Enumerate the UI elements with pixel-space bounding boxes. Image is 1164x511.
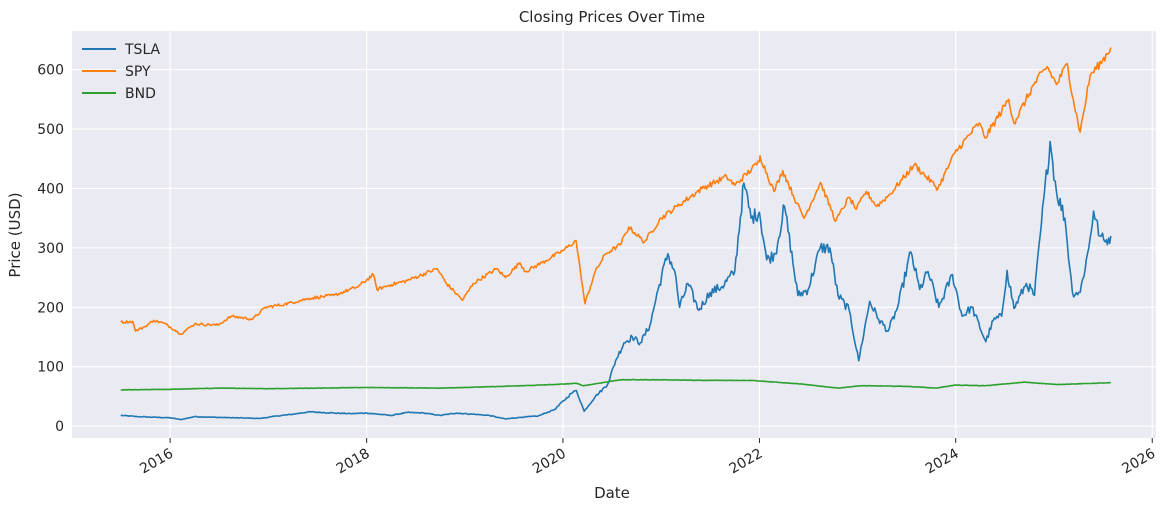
legend-label-tsla: TSLA [124, 42, 161, 58]
y-tick-label: 300 [37, 241, 64, 257]
y-tick-label: 0 [55, 419, 64, 435]
x-tick-label: 2026 [1119, 446, 1158, 478]
y-tick-label: 500 [37, 122, 64, 138]
y-tick-label: 100 [37, 360, 64, 376]
plot-area [72, 31, 1156, 438]
series-line-spy [120, 47, 1112, 336]
legend-label-spy: SPY [125, 64, 151, 80]
y-axis-label: Price (USD) [6, 192, 24, 277]
y-tick-label: 200 [37, 300, 64, 316]
legend-label-bnd: BND [125, 86, 156, 102]
series-line-tsla [120, 140, 1112, 421]
x-tick-label: 2016 [137, 446, 176, 478]
series-line-bnd [120, 378, 1111, 391]
x-tick-label: 2024 [923, 446, 962, 478]
legend: TSLA SPY BND [82, 42, 161, 102]
y-tick-label: 400 [37, 181, 64, 197]
x-tick-label: 2018 [334, 446, 373, 478]
grid [72, 31, 1156, 438]
series-lines [120, 47, 1112, 421]
x-axis-label: Date [594, 484, 630, 502]
y-tick-label: 600 [37, 63, 64, 79]
x-tick-label: 2022 [727, 446, 766, 478]
x-tick-label: 2020 [530, 446, 569, 478]
chart-title: Closing Prices Over Time [519, 8, 705, 26]
